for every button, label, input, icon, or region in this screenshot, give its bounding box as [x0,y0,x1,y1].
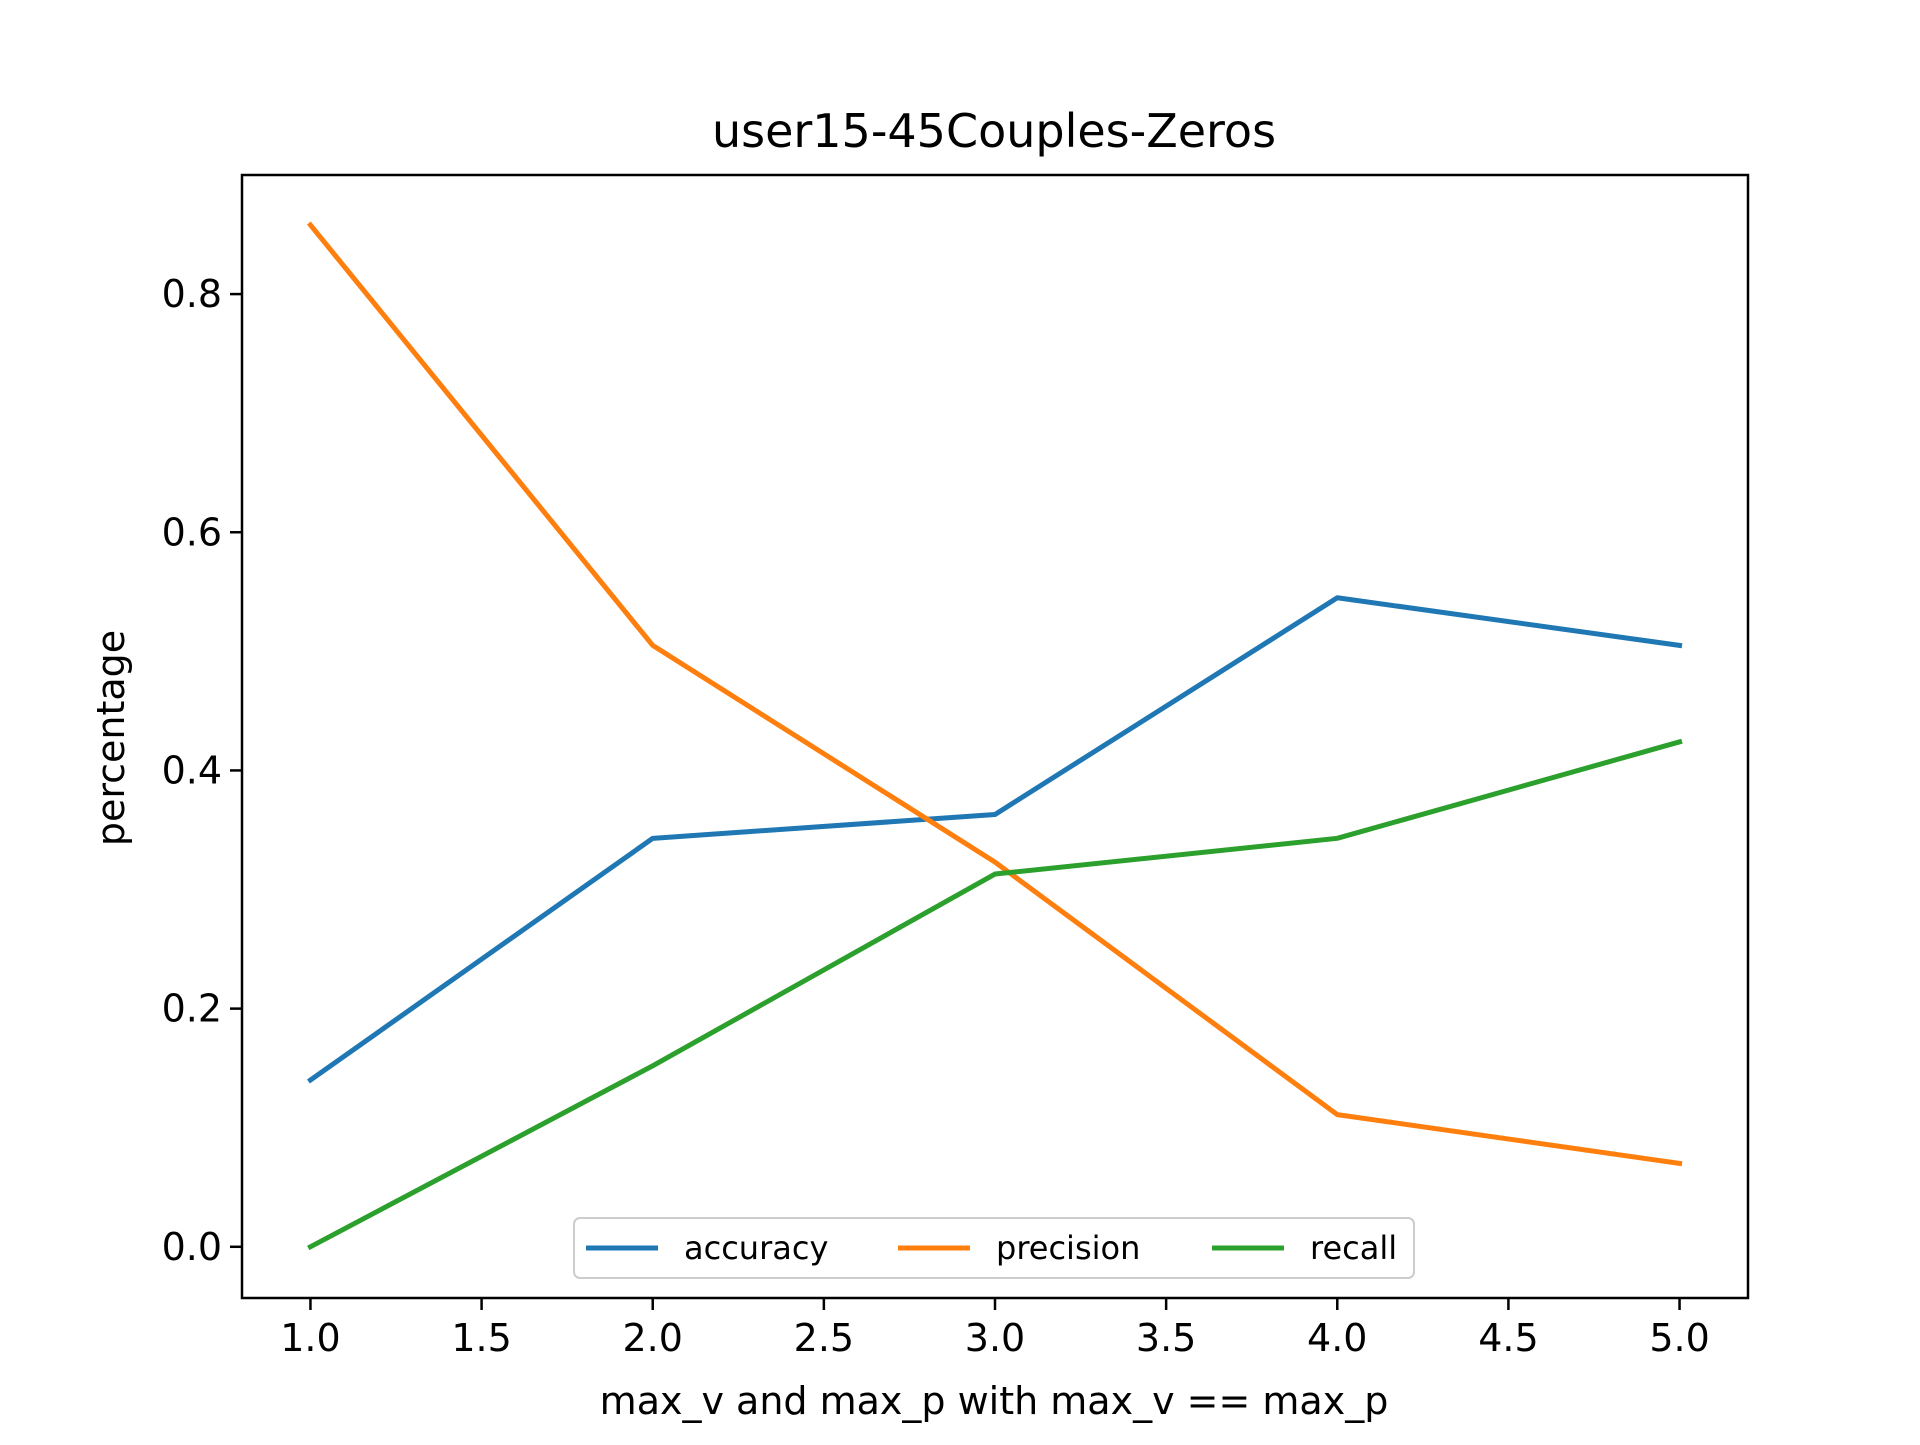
y-tick-label: 0.8 [162,272,222,316]
y-tick-label: 0.2 [162,987,222,1031]
plot-area [240,173,1750,1300]
series-line-accuracy [306,595,1683,1084]
chart-title: user15-45Couples-Zeros [712,104,1276,158]
y-axis-ticks: 0.0 0.2 0.4 0.6 0.8 [162,272,242,1269]
y-tick-label: 0.0 [162,1225,222,1269]
x-tick-label: 2.5 [794,1316,854,1360]
y-tick-label: 0.4 [162,748,222,792]
series-line-precision [306,221,1683,1167]
x-tick-label: 2.0 [623,1316,683,1360]
y-axis-label: percentage [89,630,133,846]
y-tick-label: 0.6 [162,510,222,554]
legend-frame [573,1217,1415,1279]
x-tick-label: 3.0 [965,1316,1025,1360]
series-line-recall [307,738,1683,1251]
legend: accuracy precision recall [573,1217,1415,1279]
x-tick-label: 3.5 [1136,1316,1196,1360]
x-axis-ticks: 1.0 1.5 2.0 2.5 3.0 3.5 4.0 4.5 5.0 [280,1298,1710,1360]
legend-label-recall: recall [1310,1229,1397,1267]
x-tick-label: 4.0 [1307,1316,1367,1360]
x-tick-label: 4.5 [1478,1316,1538,1360]
x-tick-label: 1.5 [451,1316,511,1360]
x-axis-label: max_v and max_p with max_v == max_p [600,1379,1389,1423]
legend-label-accuracy: accuracy [684,1229,828,1267]
x-tick-label: 5.0 [1649,1316,1709,1360]
legend-label-precision: precision [996,1229,1140,1267]
x-tick-label: 1.0 [280,1316,340,1360]
